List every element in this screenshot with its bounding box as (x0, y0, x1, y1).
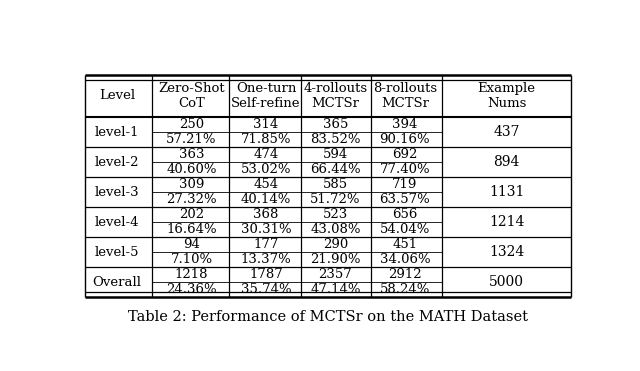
Text: 47.14%: 47.14% (310, 283, 361, 296)
Text: One-turn
Self-refine: One-turn Self-refine (231, 82, 301, 110)
Text: 94: 94 (183, 238, 200, 251)
Text: 57.21%: 57.21% (166, 133, 217, 147)
Text: Overall: Overall (93, 276, 141, 289)
Text: 63.57%: 63.57% (380, 193, 430, 206)
Text: 2357: 2357 (319, 268, 352, 281)
Text: level-2: level-2 (95, 156, 140, 169)
Text: 16.64%: 16.64% (166, 223, 217, 236)
Text: 437: 437 (493, 125, 520, 139)
Text: 363: 363 (179, 148, 204, 161)
Text: Table 2: Performance of MCTSr on the MATH Dataset: Table 2: Performance of MCTSr on the MAT… (128, 310, 528, 324)
Text: level-3: level-3 (95, 186, 140, 199)
Text: 27.32%: 27.32% (166, 193, 217, 206)
Text: 1131: 1131 (489, 186, 524, 199)
Text: 309: 309 (179, 178, 204, 191)
Text: 1214: 1214 (489, 215, 524, 229)
Text: 43.08%: 43.08% (310, 223, 361, 236)
Text: 177: 177 (253, 238, 278, 251)
Text: Zero-Shot
CoT: Zero-Shot CoT (158, 82, 225, 110)
Text: level-1: level-1 (95, 126, 140, 139)
Text: 454: 454 (253, 178, 278, 191)
Text: 40.14%: 40.14% (241, 193, 291, 206)
Text: 1324: 1324 (489, 245, 524, 259)
Text: 54.04%: 54.04% (380, 223, 430, 236)
Text: 585: 585 (323, 178, 348, 191)
Text: 83.52%: 83.52% (310, 133, 361, 147)
Text: 66.44%: 66.44% (310, 163, 361, 176)
Text: 692: 692 (392, 148, 417, 161)
Text: 30.31%: 30.31% (241, 223, 291, 236)
Text: 594: 594 (323, 148, 348, 161)
Text: 1218: 1218 (175, 268, 209, 281)
Text: 58.24%: 58.24% (380, 283, 430, 296)
Text: 1787: 1787 (249, 268, 283, 281)
Text: 8-rollouts
MCTSr: 8-rollouts MCTSr (373, 82, 437, 110)
Text: 368: 368 (253, 209, 278, 221)
Text: 35.74%: 35.74% (241, 283, 291, 296)
Text: 894: 894 (493, 155, 520, 169)
Text: level-4: level-4 (95, 216, 140, 229)
Text: 5000: 5000 (489, 275, 524, 289)
Text: 451: 451 (392, 238, 417, 251)
Text: 40.60%: 40.60% (166, 163, 217, 176)
Text: 34.06%: 34.06% (380, 253, 430, 266)
Text: 77.40%: 77.40% (380, 163, 430, 176)
Text: 250: 250 (179, 118, 204, 131)
Text: 71.85%: 71.85% (241, 133, 291, 147)
Text: 2912: 2912 (388, 268, 422, 281)
Text: 51.72%: 51.72% (310, 193, 361, 206)
Text: 290: 290 (323, 238, 348, 251)
Text: 13.37%: 13.37% (241, 253, 291, 266)
Text: 523: 523 (323, 209, 348, 221)
Text: 365: 365 (323, 118, 348, 131)
Text: Example
Nums: Example Nums (477, 82, 536, 110)
Text: 21.90%: 21.90% (310, 253, 361, 266)
Text: 314: 314 (253, 118, 278, 131)
Text: 719: 719 (392, 178, 417, 191)
Text: 474: 474 (253, 148, 278, 161)
Text: 24.36%: 24.36% (166, 283, 217, 296)
Text: 90.16%: 90.16% (380, 133, 430, 147)
Text: 202: 202 (179, 209, 204, 221)
Text: 7.10%: 7.10% (170, 253, 212, 266)
Text: 53.02%: 53.02% (241, 163, 291, 176)
Text: 4-rollouts
MCTSr: 4-rollouts MCTSr (303, 82, 367, 110)
Text: level-5: level-5 (95, 246, 140, 259)
Text: 394: 394 (392, 118, 417, 131)
Text: Level: Level (99, 89, 135, 102)
Text: 656: 656 (392, 209, 417, 221)
